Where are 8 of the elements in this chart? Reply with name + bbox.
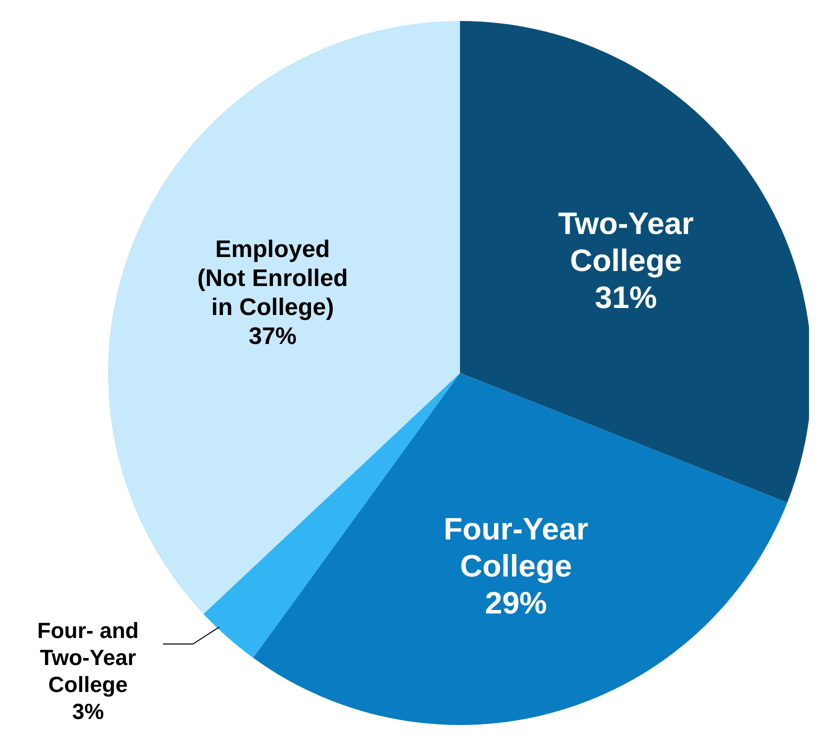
data-label: 31% [594, 280, 657, 316]
slice-label: Four- and Two-Year College [37, 618, 139, 697]
data-label: 37% [248, 322, 297, 350]
data-label: 3% [72, 699, 104, 724]
slice-label: Employed (Not Enrolled in College) [197, 236, 348, 321]
slice-label: Two-Year College [558, 206, 694, 278]
slice-label: Four-Year College [444, 512, 588, 584]
data-label: 29% [484, 586, 547, 621]
